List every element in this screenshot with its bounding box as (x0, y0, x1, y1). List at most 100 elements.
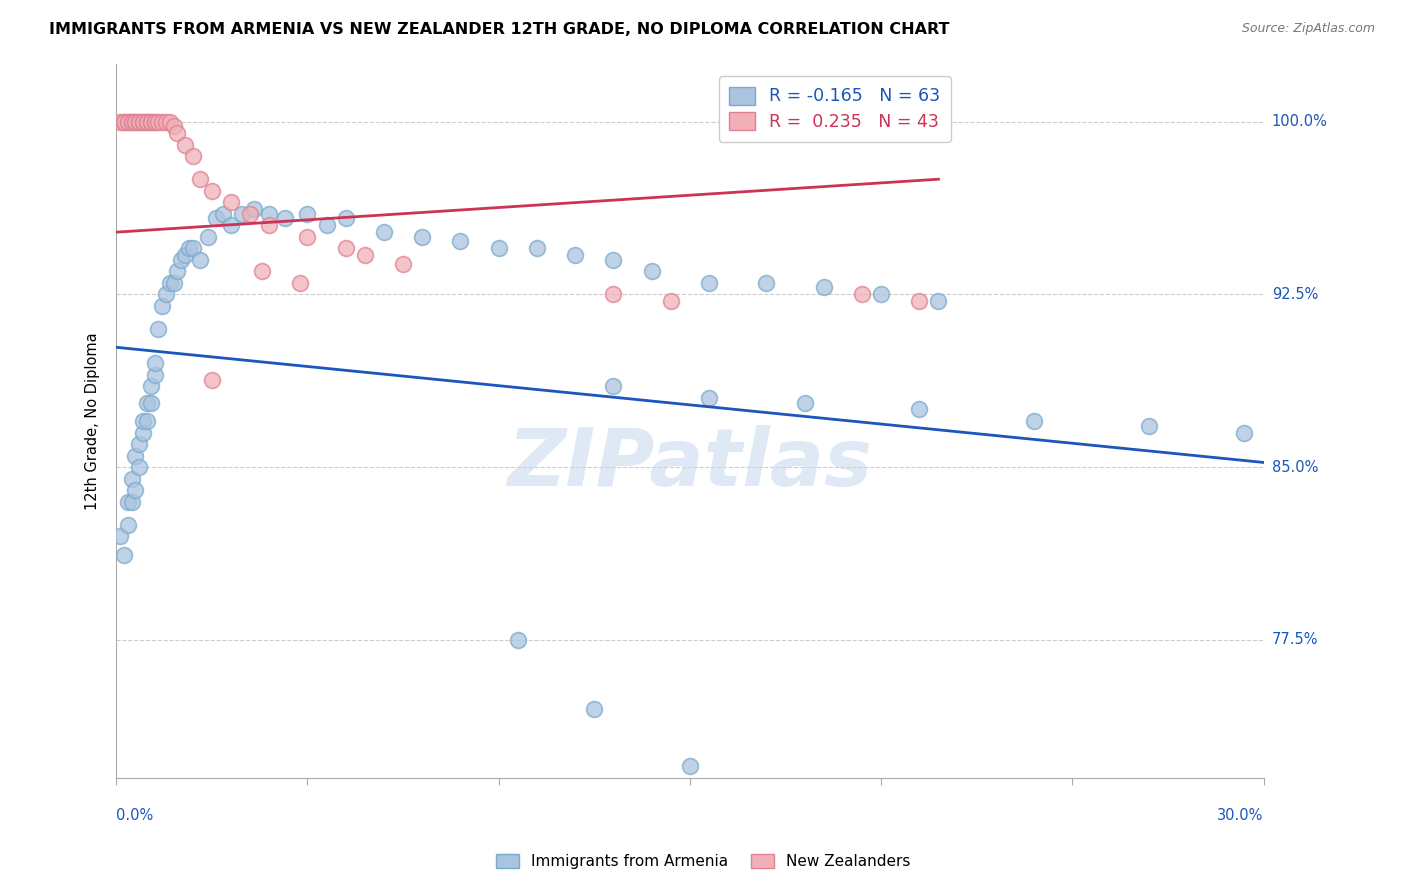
Point (112, 114, 135, 128)
Point (108, 529, 131, 543)
Point (121, 114, 143, 128)
Point (155, 114, 177, 128)
Point (908, 402, 931, 417)
Point (117, 114, 139, 128)
Point (132, 425, 155, 440)
Point (870, 287, 893, 301)
Point (124, 483, 146, 497)
Point (793, 395, 815, 409)
Point (190, 172, 212, 186)
Point (679, 759, 702, 773)
Point (181, 149, 204, 163)
Point (150, 114, 173, 128)
Text: Source: ZipAtlas.com: Source: ZipAtlas.com (1241, 22, 1375, 36)
Point (143, 356, 166, 370)
Text: ZIPatlas: ZIPatlas (508, 425, 872, 503)
Point (124, 114, 146, 128)
Point (139, 114, 162, 128)
Point (315, 219, 337, 233)
Point (353, 248, 375, 262)
Point (162, 276, 184, 290)
Point (640, 264, 662, 278)
Point (166, 126, 188, 140)
Point (143, 114, 166, 128)
Point (139, 379, 162, 393)
Point (117, 114, 139, 128)
Point (239, 207, 262, 221)
Text: 30.0%: 30.0% (1218, 808, 1264, 823)
Point (488, 241, 510, 255)
Point (659, 294, 682, 309)
Point (128, 460, 150, 475)
Point (181, 241, 204, 255)
Text: IMMIGRANTS FROM ARMENIA VS NEW ZEALANDER 12TH GRADE, NO DIPLOMA CORRELATION CHAR: IMMIGRANTS FROM ARMENIA VS NEW ZEALANDER… (49, 22, 949, 37)
Point (697, 276, 720, 290)
Point (602, 252, 624, 267)
Point (411, 229, 433, 244)
Text: 85.0%: 85.0% (1272, 459, 1319, 475)
Point (170, 252, 193, 267)
Text: 0.0%: 0.0% (117, 808, 153, 823)
Point (121, 472, 143, 486)
Point (135, 395, 157, 409)
Point (121, 494, 143, 508)
Point (257, 219, 280, 233)
Point (250, 264, 273, 278)
Point (166, 264, 188, 278)
Point (132, 114, 155, 128)
Point (128, 114, 150, 128)
Point (908, 294, 931, 309)
Point (755, 276, 778, 290)
Point (583, 702, 606, 716)
Point (117, 517, 139, 532)
Point (564, 248, 586, 262)
Point (1022, 414, 1045, 428)
Point (219, 195, 242, 210)
Point (174, 248, 197, 262)
Text: 77.5%: 77.5% (1272, 632, 1319, 648)
Point (273, 211, 295, 226)
Point (449, 235, 471, 249)
Point (108, 114, 131, 128)
Point (526, 241, 548, 255)
Point (121, 114, 143, 128)
Point (851, 287, 873, 301)
Point (148, 114, 170, 128)
Point (128, 437, 150, 451)
Point (1233, 425, 1256, 440)
Point (150, 299, 173, 313)
Point (117, 494, 139, 508)
Point (335, 211, 357, 226)
Point (112, 548, 135, 562)
Point (139, 114, 162, 128)
Point (697, 391, 720, 405)
Point (243, 202, 266, 216)
Point (135, 114, 157, 128)
Text: 100.0%: 100.0% (1272, 114, 1327, 129)
Point (335, 241, 357, 255)
Point (602, 379, 624, 393)
Point (1137, 418, 1160, 433)
Point (112, 114, 135, 128)
Point (155, 287, 177, 301)
Y-axis label: 12th Grade, No Diploma: 12th Grade, No Diploma (86, 332, 100, 510)
Point (297, 207, 319, 221)
Point (177, 241, 200, 255)
Point (297, 229, 319, 244)
Point (219, 219, 242, 233)
Point (124, 114, 146, 128)
Point (135, 414, 157, 428)
Point (135, 114, 157, 128)
Point (132, 114, 155, 128)
Legend: Immigrants from Armenia, New Zealanders: Immigrants from Armenia, New Zealanders (489, 848, 917, 875)
Text: 92.5%: 92.5% (1272, 287, 1319, 301)
Point (392, 257, 415, 271)
Point (174, 137, 197, 152)
Point (132, 414, 155, 428)
Point (231, 207, 253, 221)
Point (148, 322, 170, 336)
Point (506, 632, 529, 647)
Point (190, 252, 212, 267)
Point (204, 211, 226, 226)
Point (257, 207, 280, 221)
